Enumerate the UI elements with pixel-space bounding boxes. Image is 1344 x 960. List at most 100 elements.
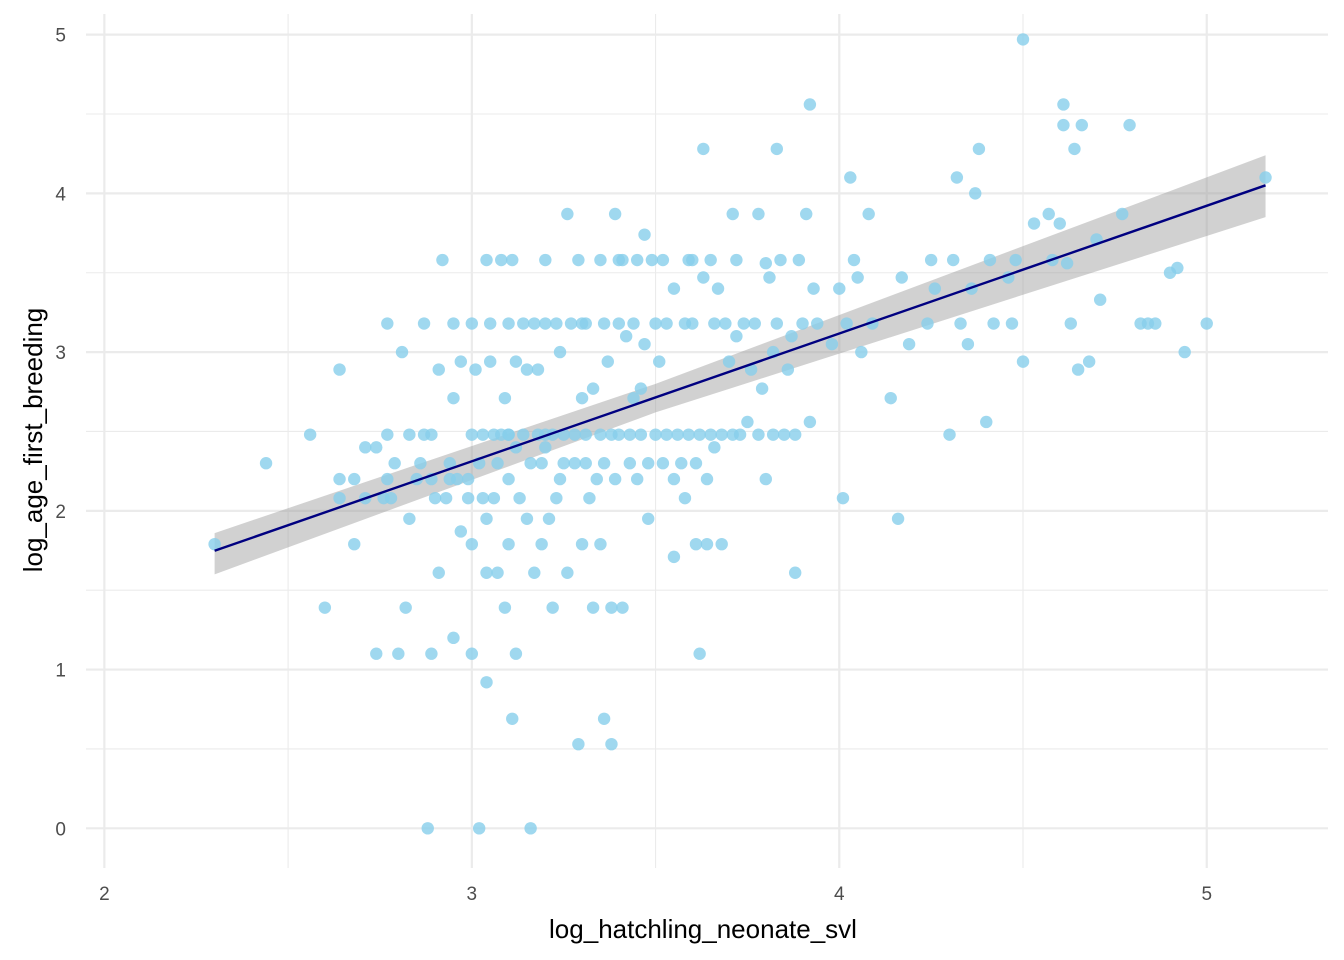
data-point: [509, 355, 523, 368]
data-point: [623, 428, 637, 441]
data-point: [1171, 261, 1184, 275]
data-point: [535, 457, 548, 470]
data-point: [803, 98, 817, 111]
data-point: [392, 647, 405, 660]
data-point: [539, 317, 552, 330]
data-point: [498, 391, 512, 405]
data-point: [318, 601, 332, 614]
data-point: [715, 428, 728, 441]
data-point: [447, 631, 460, 645]
data-point: [1149, 317, 1162, 330]
data-point: [542, 512, 556, 525]
data-point: [726, 207, 739, 221]
data-point: [678, 491, 692, 505]
data-point: [1259, 171, 1272, 184]
data-point: [667, 550, 681, 564]
data-point: [1178, 345, 1191, 359]
data-point: [689, 537, 703, 551]
data-point: [461, 472, 475, 486]
data-point: [399, 601, 412, 614]
data-point: [333, 363, 346, 376]
data-point: [730, 330, 743, 343]
data-point: [597, 712, 611, 725]
data-point: [1068, 142, 1081, 156]
data-point: [895, 271, 908, 284]
data-point: [594, 428, 607, 441]
data-point: [788, 566, 802, 579]
data-point: [675, 457, 688, 470]
data-point: [943, 428, 956, 441]
data-point: [476, 428, 490, 441]
data-point: [730, 253, 743, 267]
data-point: [421, 822, 434, 835]
data-point: [884, 391, 897, 405]
data-point: [348, 472, 361, 486]
data-point: [498, 601, 512, 614]
data-point: [381, 472, 394, 486]
data-point: [447, 317, 460, 330]
data-point: [708, 441, 721, 454]
data-point: [502, 472, 515, 486]
data-point: [722, 355, 736, 368]
data-point: [1009, 253, 1022, 267]
data-point: [715, 537, 728, 551]
data-point: [645, 253, 659, 267]
data-point: [972, 142, 986, 156]
data-point: [461, 491, 475, 505]
data-point: [590, 472, 603, 486]
data-point: [612, 428, 626, 441]
data-point: [333, 491, 346, 505]
data-point: [612, 253, 626, 267]
data-point: [491, 566, 504, 579]
data-point: [443, 457, 456, 470]
data-point: [1042, 207, 1055, 221]
y-tick-label: 2: [55, 502, 66, 523]
data-point: [388, 457, 401, 470]
data-point: [807, 282, 820, 295]
data-point: [792, 253, 806, 267]
data-point: [439, 491, 453, 505]
data-point: [781, 363, 795, 376]
data-point: [649, 317, 662, 330]
data-point: [465, 428, 479, 441]
data-point: [1057, 118, 1070, 132]
data-point: [425, 428, 438, 441]
data-point: [737, 317, 750, 330]
data-point: [961, 337, 975, 351]
data-point: [575, 537, 589, 551]
data-point: [454, 355, 468, 368]
data-point: [693, 647, 706, 660]
data-point: [491, 457, 504, 470]
data-point: [774, 253, 787, 267]
data-point: [469, 363, 482, 376]
data-point: [788, 428, 802, 441]
data-point: [689, 457, 703, 470]
data-point: [752, 207, 765, 221]
data-point: [395, 345, 409, 359]
data-point: [1057, 98, 1070, 111]
data-point: [627, 317, 640, 330]
data-point: [833, 282, 846, 295]
data-point: [649, 428, 662, 441]
data-point: [539, 441, 552, 454]
data-point: [447, 391, 460, 405]
x-axis-title: log_hatchling_neonate_svl: [549, 914, 857, 944]
data-point: [436, 253, 449, 267]
data-point: [528, 317, 541, 330]
data-point: [840, 317, 853, 330]
data-point: [561, 566, 574, 579]
data-point: [381, 428, 394, 441]
data-point: [502, 317, 515, 330]
data-point: [480, 676, 493, 689]
data-point: [575, 391, 589, 405]
data-point: [686, 317, 699, 330]
data-point: [704, 253, 717, 267]
x-tick-label: 4: [834, 884, 845, 905]
data-point: [921, 317, 934, 330]
y-tick-label: 0: [55, 819, 66, 840]
data-point: [502, 537, 515, 551]
data-point: [704, 428, 717, 441]
data-point: [847, 253, 861, 267]
data-point: [495, 253, 508, 267]
